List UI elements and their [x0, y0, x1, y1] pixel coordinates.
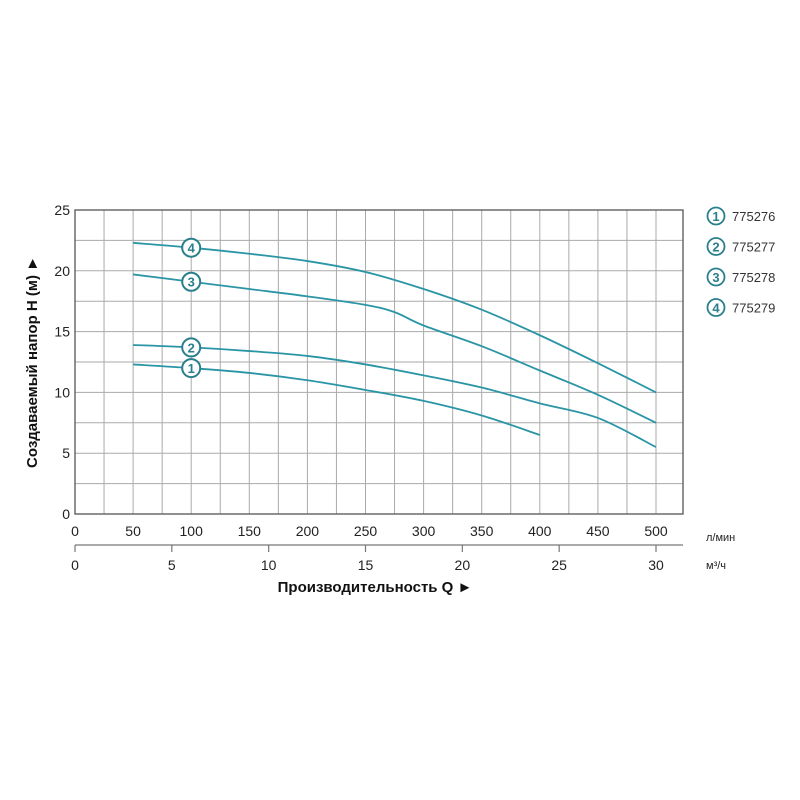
x2-tick-label: 0	[71, 557, 79, 573]
y-tick-label: 10	[54, 384, 70, 400]
y-axis-title: Создаваемый напор H (м) ►	[24, 256, 41, 468]
x-tick-label: 350	[470, 523, 494, 539]
series-line-775278	[132, 273, 657, 424]
x-unit-primary: л/мин	[706, 532, 735, 544]
grid	[74, 209, 684, 515]
x-tick-label: 500	[644, 523, 668, 539]
x-unit-secondary: м³/ч	[706, 560, 726, 572]
x-tick-label: 400	[528, 523, 552, 539]
series-marker-label: 3	[188, 275, 195, 290]
x-axis-ticks: 0 50 100 150 200 250 300 350 400 450 500	[71, 523, 668, 539]
series-marker-label: 2	[188, 340, 195, 355]
legend-marker-label: 4	[712, 301, 720, 316]
x2-tick-label: 25	[551, 557, 567, 573]
x-tick-label: 250	[354, 523, 378, 539]
x-tick-label: 0	[71, 523, 79, 539]
legend-marker-label: 1	[712, 209, 719, 224]
x-axis-title: Производительность Q ►	[278, 579, 473, 596]
legend-marker-circle	[706, 237, 726, 256]
x-tick-label: 200	[296, 523, 320, 539]
x-tick-label: 100	[180, 523, 204, 539]
x-tick-label: 150	[238, 523, 262, 539]
series-marker-circle	[181, 237, 202, 258]
legend-label: 775277	[732, 240, 775, 255]
series-marker-circle	[181, 358, 202, 379]
y-tick-label: 15	[54, 324, 70, 340]
y-tick-label: 25	[54, 202, 70, 218]
legend-label: 775276	[732, 209, 775, 224]
legend: 1 775276 2 775277 3 775278 4 775279	[706, 206, 775, 317]
legend-marker-circle	[706, 298, 726, 317]
x-tick-label: 450	[586, 523, 610, 539]
legend-marker-circle	[706, 206, 726, 226]
legend-label: 775279	[732, 301, 775, 316]
x2-tick-label: 30	[648, 557, 664, 573]
y-tick-label: 0	[62, 506, 70, 522]
x2-tick-label: 20	[455, 557, 471, 573]
secondary-x-axis: 0 5 10 15 20 25 30	[71, 544, 683, 573]
x-tick-label: 50	[125, 523, 141, 539]
series-marker-label: 4	[188, 241, 196, 256]
legend-marker-circle	[706, 267, 726, 287]
x2-tick-label: 10	[261, 557, 277, 573]
series-marker-circle	[181, 337, 202, 358]
x2-tick-label: 15	[358, 557, 374, 573]
plot-frame	[74, 209, 684, 515]
y-axis-ticks: 0 5 10 15 20 25	[54, 202, 70, 522]
series-marker-label: 1	[188, 361, 195, 376]
y-tick-label: 5	[62, 445, 70, 461]
series-lines: 1 2 3 4	[132, 237, 657, 448]
series-marker-circle	[181, 271, 202, 292]
x2-tick-label: 5	[168, 557, 176, 573]
series-line-775277	[133, 344, 657, 448]
y-tick-label: 20	[54, 263, 70, 279]
legend-marker-label: 3	[712, 270, 719, 285]
legend-marker-label: 2	[712, 240, 719, 255]
series-line-775279	[133, 241, 657, 394]
x-tick-label: 300	[412, 523, 436, 539]
legend-label: 775278	[732, 270, 775, 285]
